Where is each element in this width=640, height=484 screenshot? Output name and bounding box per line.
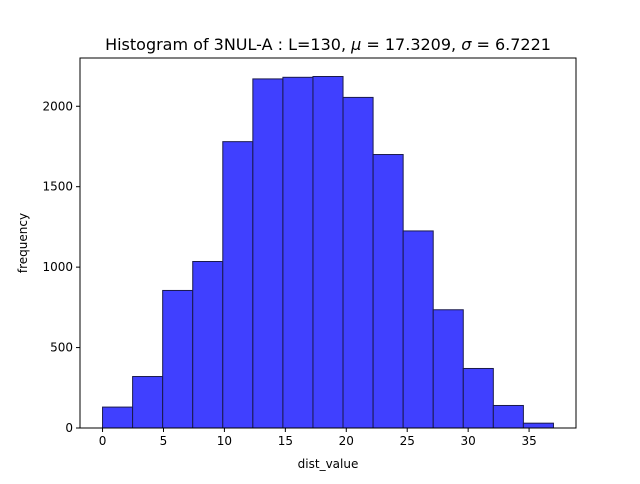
histogram-bar: [402, 230, 434, 429]
x-tick-label: 30: [461, 434, 476, 448]
histogram-bar: [162, 289, 194, 429]
y-tick-label: 2000: [42, 99, 73, 113]
histogram-bar: [102, 406, 134, 429]
x-tick-label: 35: [521, 434, 536, 448]
histogram-bar: [432, 309, 464, 429]
histogram-bar: [342, 96, 374, 429]
y-tick-label: 0: [65, 421, 73, 435]
x-tick-label: 10: [217, 434, 232, 448]
histogram-bars: [102, 76, 554, 429]
histogram-bar: [522, 422, 554, 429]
histogram-bar: [222, 141, 254, 429]
chart-title: Histogram of 3NUL-A : L=130, μ = 17.3209…: [105, 35, 551, 54]
x-tick-label: 0: [99, 434, 107, 448]
x-tick-label: 5: [160, 434, 168, 448]
histogram-bar: [282, 76, 314, 429]
histogram-bar: [462, 367, 494, 429]
x-axis-label: dist_value: [298, 457, 359, 471]
histogram-bar: [252, 78, 284, 429]
y-tick-label: 500: [50, 341, 73, 355]
histogram-bar: [492, 404, 524, 429]
y-tick-label: 1000: [42, 260, 73, 274]
y-axis-label: frequency: [16, 213, 30, 273]
x-tick-label: 25: [400, 434, 415, 448]
histogram-bar: [192, 261, 224, 429]
histogram-bar: [372, 154, 404, 429]
axis-ticks: 0 5 10 15 20 25 30 35 0 500 1000 1500 2000: [42, 99, 536, 448]
histogram-bar: [132, 376, 164, 429]
y-tick-label: 1500: [42, 180, 73, 194]
plot-frame: [79, 57, 577, 429]
histogram-bar: [312, 76, 344, 429]
x-tick-label: 15: [278, 434, 293, 448]
x-tick-label: 20: [339, 434, 354, 448]
